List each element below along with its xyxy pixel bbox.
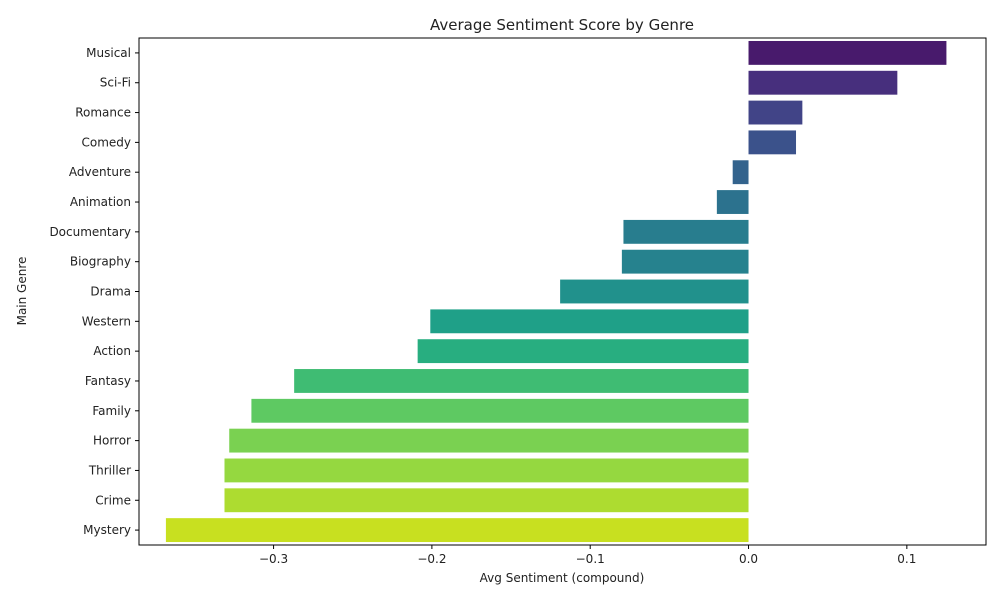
y-tick-label: Family: [92, 404, 131, 418]
bar-mystery: [165, 518, 749, 543]
bar-western: [430, 309, 749, 334]
bar-musical: [748, 40, 947, 65]
bar-thriller: [224, 458, 749, 483]
y-tick-label: Thriller: [88, 463, 131, 477]
y-tick-label: Comedy: [81, 135, 131, 149]
y-tick-label: Fantasy: [85, 374, 131, 388]
y-tick-label: Romance: [75, 106, 131, 120]
bar-sci-fi: [748, 70, 898, 95]
y-ticks-group: Musical Sci-Fi Romance Comedy Adventure Anima…: [49, 46, 139, 537]
bar-biography: [621, 249, 749, 274]
bar-documentary: [623, 219, 749, 244]
chart-title: Average Sentiment Score by Genre: [430, 16, 694, 34]
bar-fantasy: [294, 369, 749, 393]
y-tick-label: Drama: [90, 285, 131, 299]
y-axis-label: Main Genre: [15, 257, 29, 326]
x-tick-label: −0.3: [259, 552, 288, 566]
bar-animation: [716, 190, 749, 214]
bar-romance: [748, 100, 803, 125]
y-tick-label: Horror: [93, 434, 131, 448]
bar-adventure: [732, 160, 749, 185]
bar-action: [417, 339, 749, 364]
y-tick-label: Biography: [70, 255, 131, 269]
bar-comedy: [748, 130, 797, 155]
y-tick-label: Animation: [70, 195, 131, 209]
bars-group: [165, 40, 947, 543]
y-tick-label: Documentary: [49, 225, 131, 239]
y-tick-label: Western: [82, 314, 131, 328]
y-tick-label: Sci-Fi: [100, 76, 131, 90]
y-tick-label: Musical: [86, 46, 131, 60]
x-tick-label: −0.1: [576, 552, 605, 566]
y-tick-label: Adventure: [69, 165, 131, 179]
bar-drama: [560, 279, 749, 304]
x-tick-label: 0.0: [739, 552, 758, 566]
x-tick-label: −0.2: [417, 552, 446, 566]
y-tick-label: Mystery: [83, 523, 131, 537]
x-ticks-group: −0.3 −0.2 −0.1 0.0 0.1: [259, 545, 916, 566]
bar-crime: [224, 488, 749, 513]
x-tick-label: 0.1: [897, 552, 916, 566]
bar-family: [251, 398, 749, 423]
y-tick-label: Action: [93, 344, 131, 358]
x-axis-label: Avg Sentiment (compound): [480, 571, 645, 585]
bar-horror: [229, 428, 749, 453]
plot-frame: [138, 37, 987, 546]
y-tick-label: Crime: [95, 493, 131, 507]
